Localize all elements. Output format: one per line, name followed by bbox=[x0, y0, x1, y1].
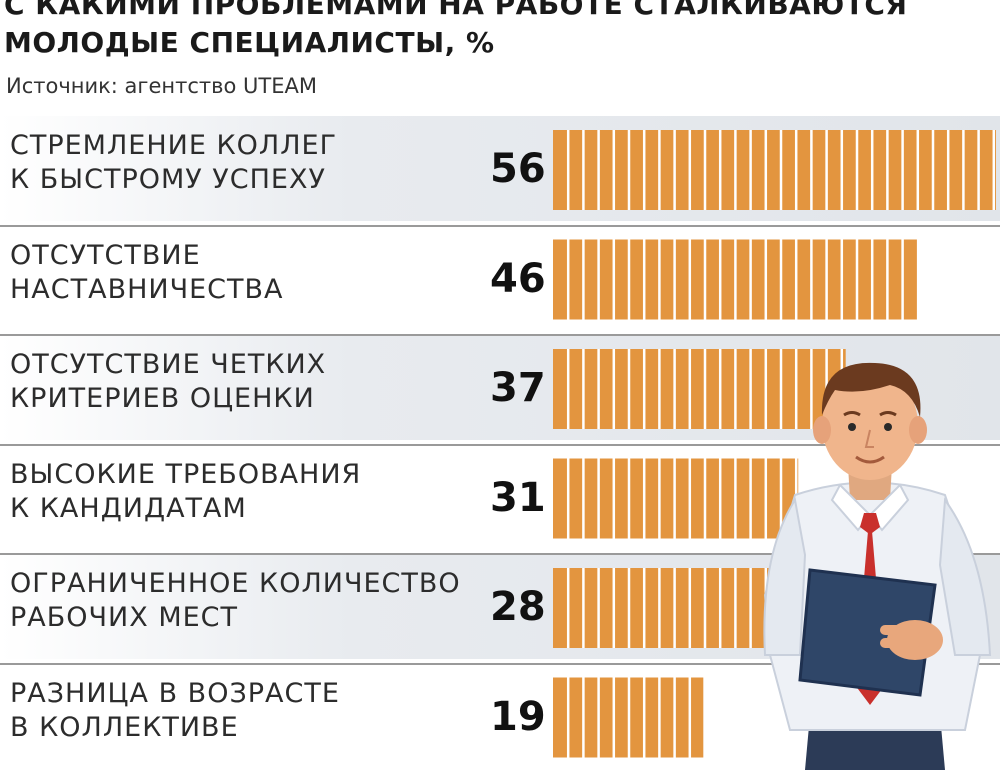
category-label: ОТСУТСТВИЕ НАСТАВНИЧЕСТВА bbox=[10, 239, 284, 305]
businessman-illustration bbox=[763, 362, 992, 770]
value-label: 46 bbox=[490, 255, 546, 302]
chart-row: ВЫСОКИЕ ТРЕБОВАНИЯ К КАНДИДАТАМ 31 bbox=[0, 445, 1000, 550]
chart-title: С КАКИМИ ПРОБЛЕМАМИ НА РАБОТЕ СТАЛКИВАЮТ… bbox=[4, 0, 908, 59]
row-divider bbox=[0, 334, 1000, 336]
chart-row: РАЗНИЦА В ВОЗРАСТЕ В КОЛЛЕКТИВЕ 19 bbox=[0, 664, 1000, 769]
category-label: РАЗНИЦА В ВОЗРАСТЕ В КОЛЛЕКТИВЕ bbox=[10, 677, 340, 743]
value-label: 56 bbox=[490, 146, 546, 192]
value-label: 19 bbox=[490, 693, 546, 740]
row-divider bbox=[0, 443, 1000, 446]
chart-row: СТРЕМЛЕНИЕ КОЛЛЕГ К БЫСТРОМУ УСПЕХУ 56 bbox=[0, 116, 1000, 221]
row-divider bbox=[0, 224, 1000, 227]
category-label: СТРЕМЛЕНИЕ КОЛЛЕГ К БЫСТРОМУ УСПЕХУ bbox=[10, 130, 338, 195]
row-divider bbox=[0, 662, 1000, 665]
value-label: 28 bbox=[490, 584, 546, 630]
category-label: ОГРАНИЧЕННОЕ КОЛИЧЕСТВО РАБОЧИХ МЕСТ bbox=[10, 568, 461, 633]
value-label: 37 bbox=[490, 365, 546, 411]
category-label: ОТСУТСТВИЕ ЧЕТКИХ КРИТЕРИЕВ ОЦЕНКИ bbox=[10, 349, 327, 414]
category-label: ВЫСОКИЕ ТРЕБОВАНИЯ К КАНДИДАТАМ bbox=[10, 458, 362, 524]
chart-source: Источник: агентство UTEAM bbox=[6, 74, 317, 98]
value-label: 31 bbox=[490, 474, 546, 521]
row-divider bbox=[0, 553, 1000, 555]
chart-row: ОТСУТСТВИЕ НАСТАВНИЧЕСТВА 46 bbox=[0, 226, 1000, 331]
